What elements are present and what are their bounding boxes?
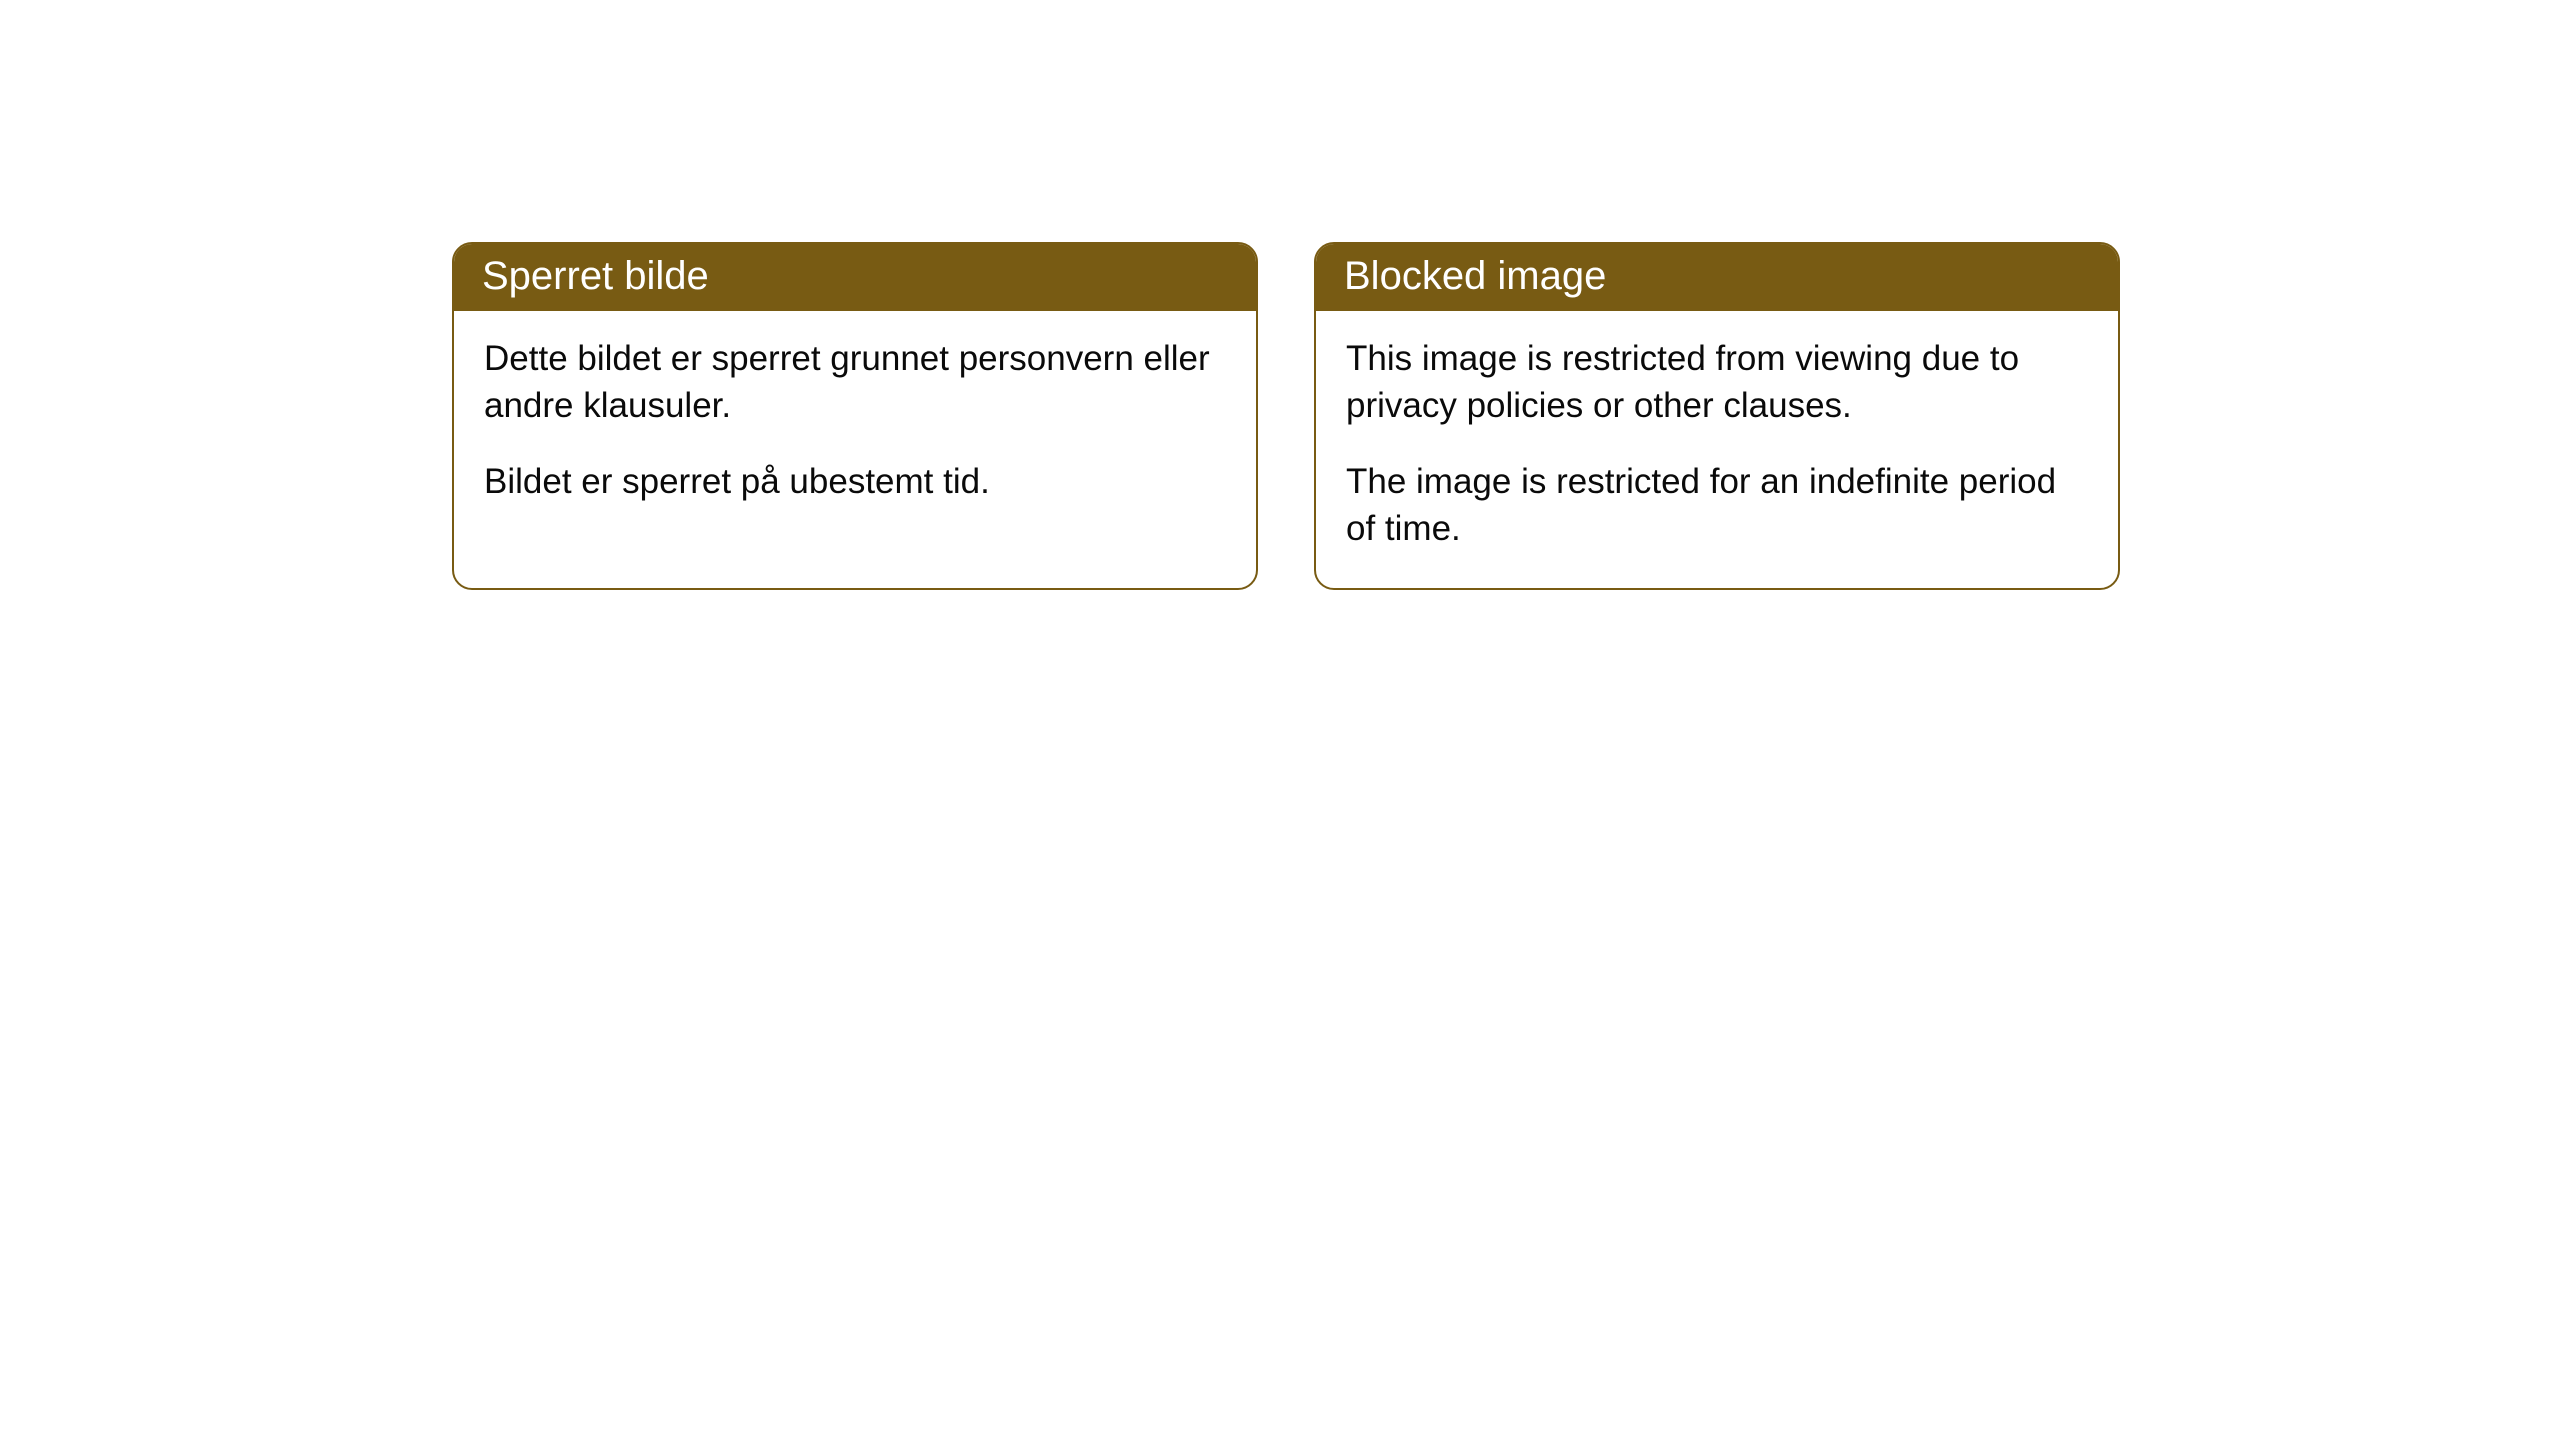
card-header-norwegian: Sperret bilde xyxy=(454,244,1256,311)
card-header-english: Blocked image xyxy=(1316,244,2118,311)
cards-container: Sperret bilde Dette bildet er sperret gr… xyxy=(0,0,2560,590)
card-text-english-1: This image is restricted from viewing du… xyxy=(1346,335,2088,430)
card-body-norwegian: Dette bildet er sperret grunnet personve… xyxy=(454,311,1256,541)
card-body-english: This image is restricted from viewing du… xyxy=(1316,311,2118,588)
card-text-norwegian-1: Dette bildet er sperret grunnet personve… xyxy=(484,335,1226,430)
card-text-norwegian-2: Bildet er sperret på ubestemt tid. xyxy=(484,458,1226,505)
card-text-english-2: The image is restricted for an indefinit… xyxy=(1346,458,2088,553)
card-norwegian: Sperret bilde Dette bildet er sperret gr… xyxy=(452,242,1258,590)
card-english: Blocked image This image is restricted f… xyxy=(1314,242,2120,590)
